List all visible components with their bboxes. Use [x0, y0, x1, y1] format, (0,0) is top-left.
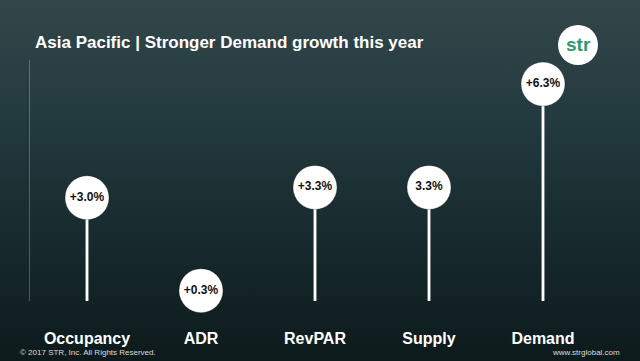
svg-text:str: str: [566, 34, 591, 55]
svg-text:© 2017 STR, Inc. All Rights Re: © 2017 STR, Inc. All Rights Reserved.: [20, 348, 156, 357]
svg-text:Occupancy: Occupancy: [44, 330, 130, 347]
svg-text:RevPAR: RevPAR: [284, 330, 346, 347]
svg-text:3.3%: 3.3%: [415, 179, 443, 193]
svg-text:+3.3%: +3.3%: [298, 179, 333, 193]
svg-text:www.strglobal.com: www.strglobal.com: [552, 348, 620, 357]
svg-text:ADR: ADR: [184, 330, 219, 347]
svg-text:Supply: Supply: [402, 330, 455, 347]
svg-text:+3.0%: +3.0%: [70, 190, 105, 204]
svg-text:+6.3%: +6.3%: [526, 76, 561, 90]
svg-text:Demand: Demand: [511, 330, 574, 347]
svg-text:+0.3%: +0.3%: [184, 283, 219, 297]
svg-text:Asia Pacific | Stronger Demand: Asia Pacific | Stronger Demand growth th…: [35, 33, 424, 52]
